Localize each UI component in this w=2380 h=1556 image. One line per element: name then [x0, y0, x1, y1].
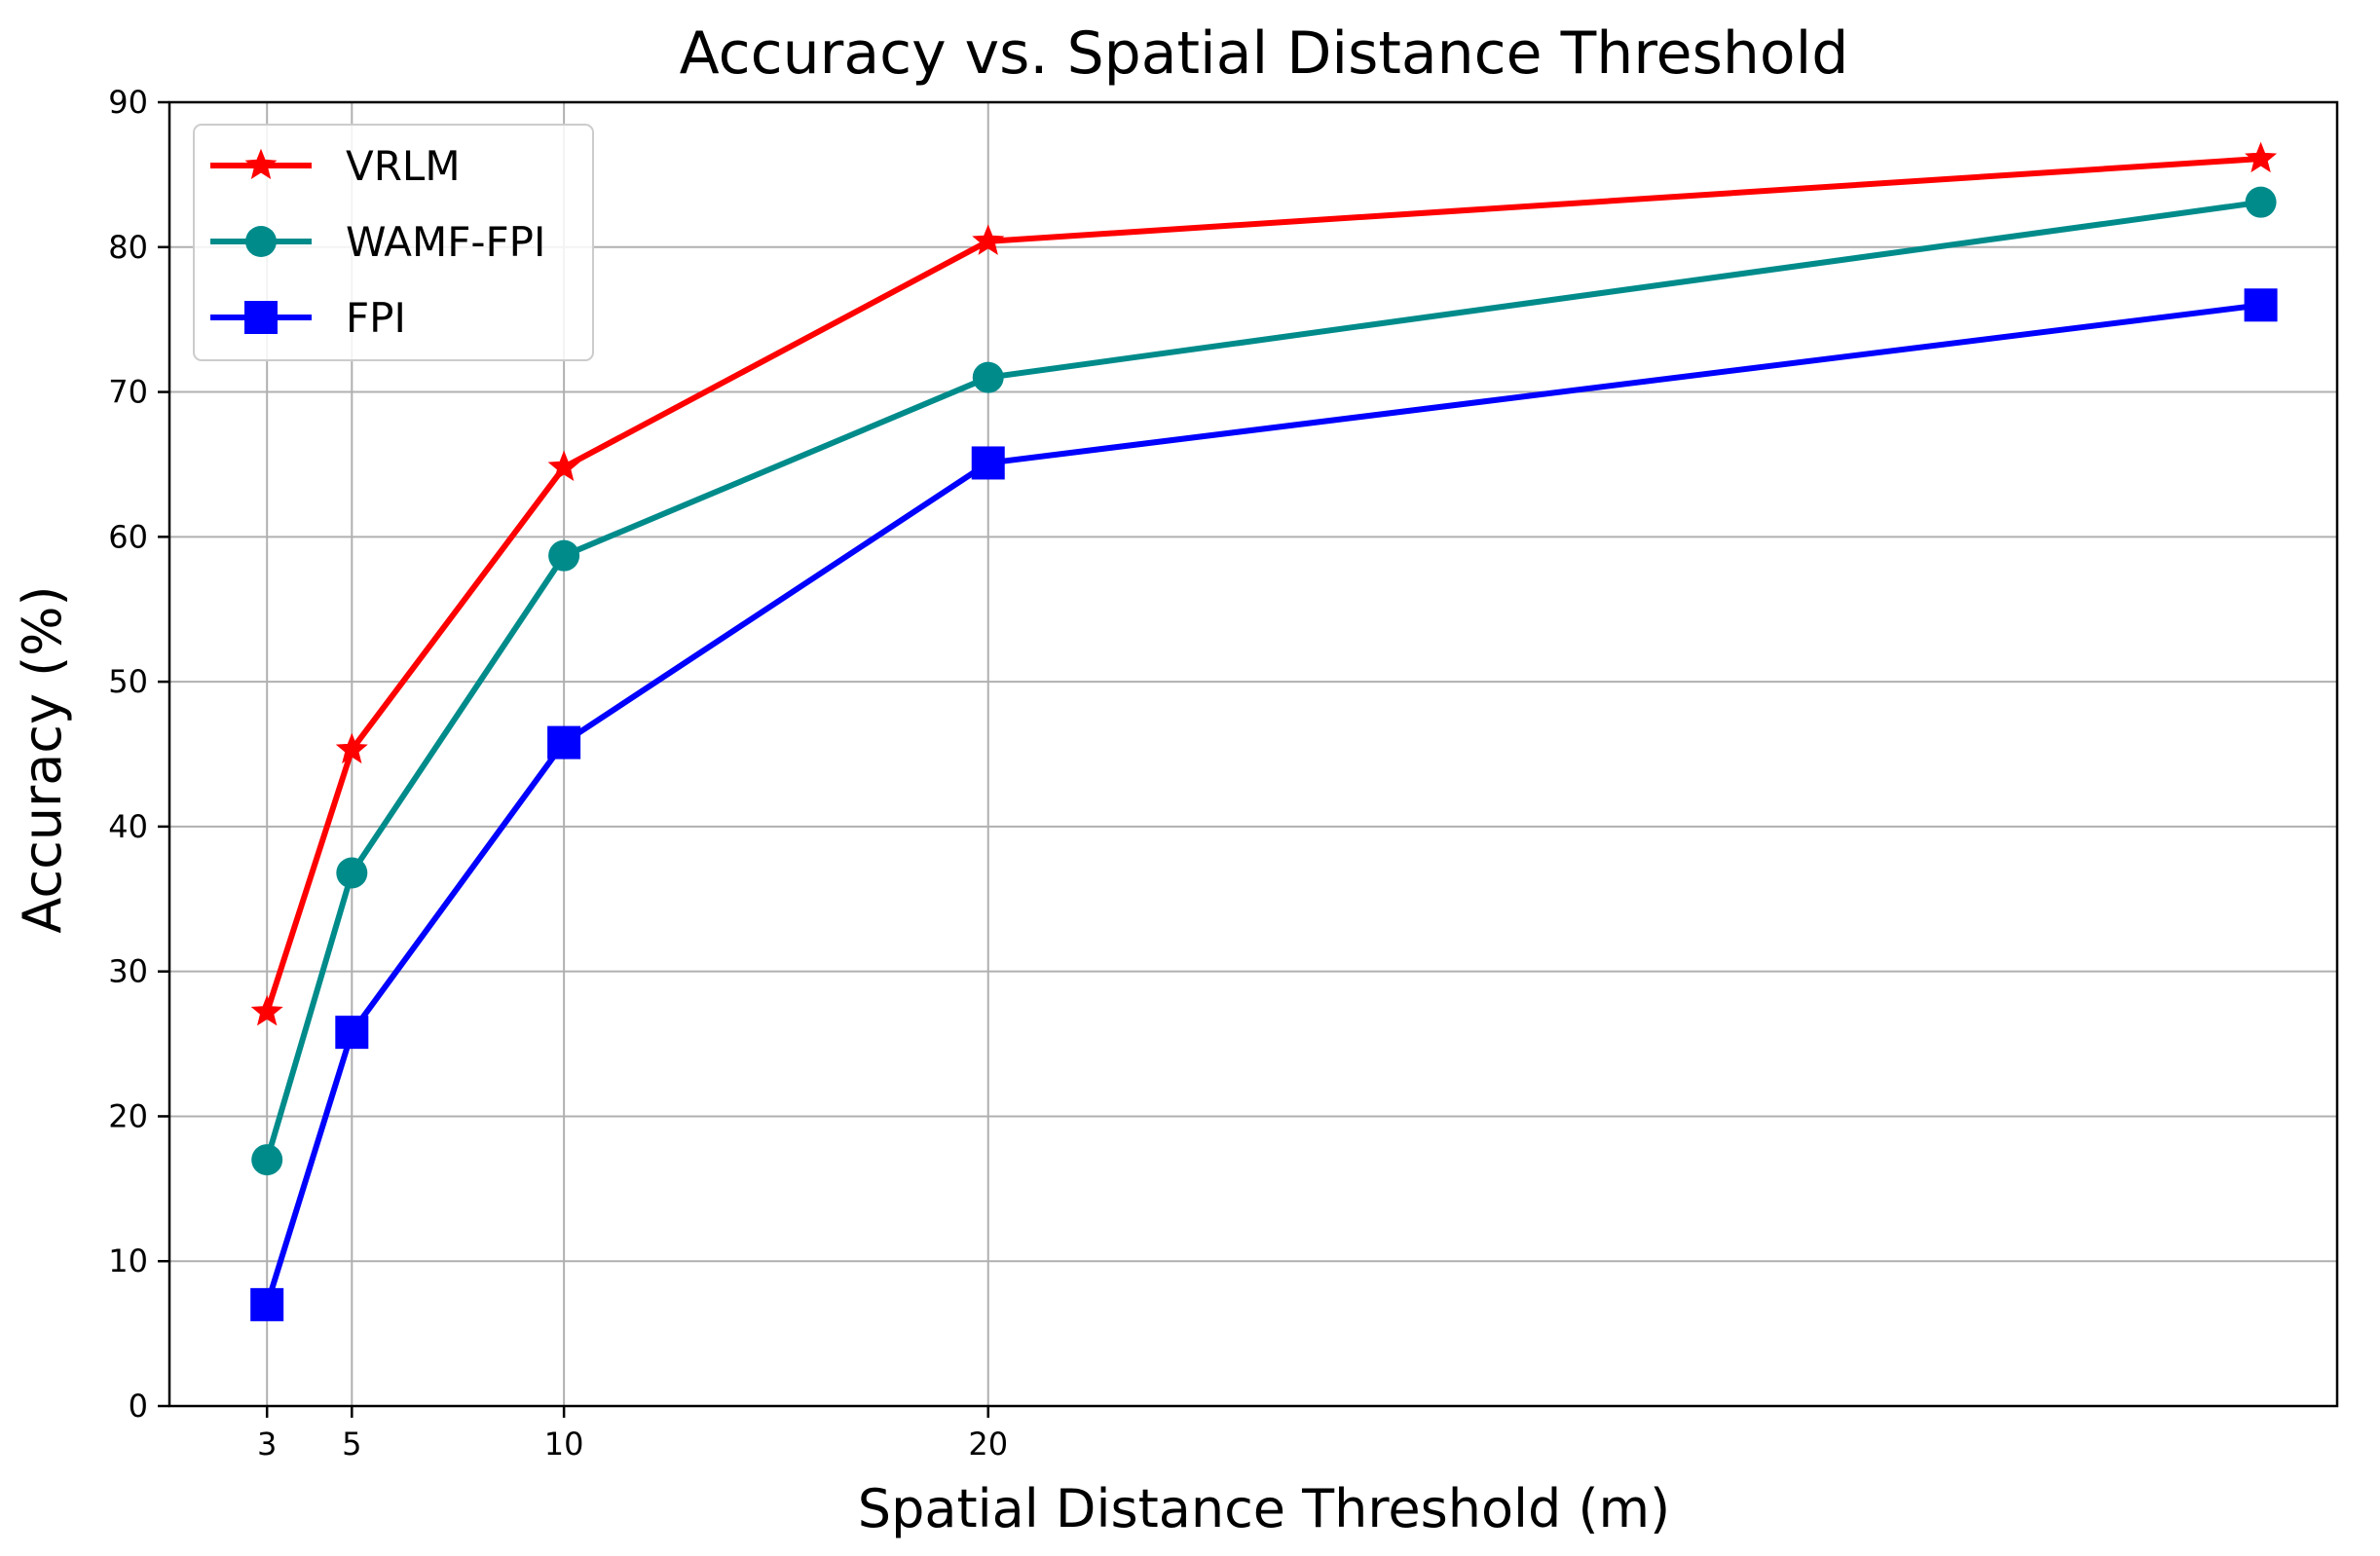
data-point-vrlm [250, 994, 283, 1026]
data-point-wamf-fpi [548, 539, 580, 572]
legend-entry-wamf-fpi: WAMF-FPI [210, 218, 545, 266]
y-tick-label: 40 [108, 808, 148, 845]
data-point-wamf-fpi [251, 1144, 283, 1176]
y-tick-label: 70 [108, 374, 148, 411]
data-point-vrlm [2245, 141, 2278, 173]
y-tick-label: 10 [108, 1242, 148, 1279]
data-point-fpi [335, 1016, 369, 1050]
legend-marker-vrlm [244, 148, 278, 179]
data-point-fpi [547, 725, 581, 759]
legend-marker-wamf-fpi [245, 226, 277, 257]
data-point-vrlm [547, 450, 580, 482]
y-tick-label: 90 [108, 84, 148, 121]
plot-frame [167, 100, 2339, 1408]
data-point-fpi [250, 1287, 284, 1321]
x-tick-label: 20 [968, 1426, 1008, 1463]
series-line-fpi [264, 302, 2261, 1306]
y-tick-label: 80 [108, 229, 148, 266]
x-axis-ticks: 3 5 10 20 [257, 1406, 1008, 1463]
data-point-wamf-fpi [2245, 186, 2277, 218]
y-tick-label: 0 [129, 1388, 148, 1425]
data-point-fpi [2244, 288, 2278, 322]
legend-entries: VRLM WAMF-FPI FPI [210, 142, 545, 342]
chart-title: Accuracy vs. Spatial Distance Threshold [680, 19, 1849, 88]
x-tick-label: 5 [342, 1426, 361, 1463]
legend-label-fpi: FPI [346, 294, 406, 342]
legend-entry-vrlm: VRLM [210, 142, 461, 190]
x-tick-label: 3 [257, 1426, 277, 1463]
y-tick-label: 20 [108, 1097, 148, 1134]
legend-box [193, 124, 594, 361]
legend-label-wamf-fpi: WAMF-FPI [346, 218, 545, 266]
data-point-vrlm [972, 224, 1005, 255]
x-tick-label: 10 [544, 1426, 584, 1463]
y-tick-label: 30 [108, 953, 148, 990]
y-tick-label: 60 [108, 518, 148, 555]
legend-label-vrlm: VRLM [346, 142, 461, 190]
legend: VRLM WAMF-FPI FPI [193, 124, 594, 361]
x-axis-label: Spatial Distance Threshold (m) [858, 1478, 1670, 1539]
y-axis-ticks: 0 10 20 30 40 50 60 70 80 90 [108, 84, 169, 1425]
legend-entry-fpi: FPI [210, 294, 406, 342]
y-tick-label: 50 [108, 663, 148, 700]
y-axis-label: Accuracy (%) [12, 585, 73, 933]
data-point-fpi [971, 446, 1005, 480]
data-point-wamf-fpi [972, 361, 1004, 393]
legend-marker-fpi [244, 301, 278, 334]
data-point-wamf-fpi [336, 857, 368, 889]
data-point-vrlm [335, 732, 368, 764]
series-markers [250, 141, 2278, 1321]
